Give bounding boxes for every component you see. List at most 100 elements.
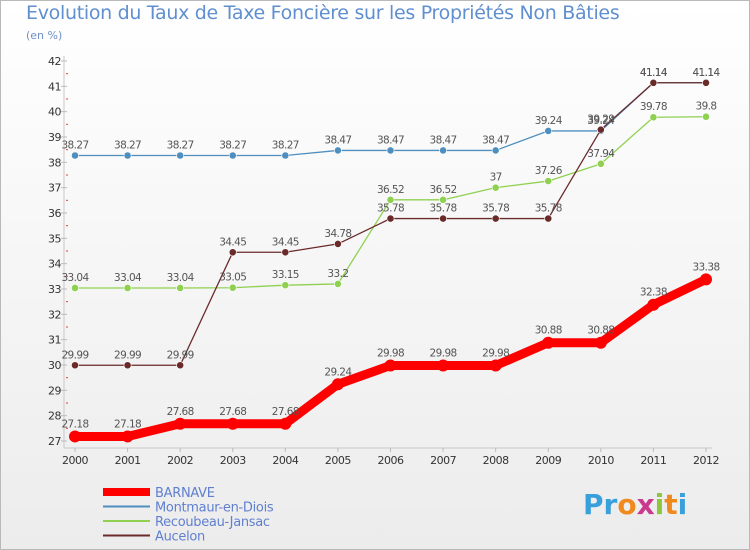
data-label: 30.88	[535, 325, 562, 337]
data-point	[544, 214, 553, 223]
data-point	[386, 146, 395, 155]
x-tick-label: 2005	[325, 454, 351, 467]
data-label: 29.99	[167, 349, 194, 361]
data-label: 35.78	[430, 203, 457, 215]
chart-title: Evolution du Taux de Taxe Foncière sur l…	[26, 2, 620, 24]
y-tick-label: 40	[48, 106, 61, 119]
data-label: 38.47	[377, 134, 404, 146]
data-label: 33.2	[327, 268, 348, 280]
data-point	[71, 361, 79, 370]
data-point	[386, 195, 395, 204]
y-tick-label: 28	[48, 410, 61, 423]
data-label: 33.04	[167, 272, 195, 284]
data-point	[71, 284, 79, 292]
data-label: 33.05	[219, 272, 246, 284]
data-point	[437, 359, 450, 372]
data-label: 36.52	[430, 184, 457, 196]
x-tick-label: 2012	[693, 454, 719, 467]
x-tick-label: 2010	[588, 454, 614, 467]
logo-letter: x	[636, 488, 655, 521]
y-tick-label: 37	[48, 182, 61, 195]
data-label: 33.15	[272, 269, 299, 281]
data-label: 30.88	[587, 325, 614, 337]
data-label: 29.24	[324, 366, 352, 378]
data-point	[384, 359, 397, 372]
data-label: 27.68	[272, 406, 299, 418]
y-tick-label: 30	[48, 359, 61, 372]
data-label: 38.27	[114, 139, 141, 151]
data-labels: 38.27 38.27 38.27 38.27 38.27 38.47 38.47 38.47…	[61, 67, 721, 431]
data-point	[123, 284, 132, 292]
data-label: 37.26	[535, 165, 563, 177]
data-point	[174, 417, 187, 430]
axes: 27 28 29 30 31 32 33 34 35 36 37 38 39 40 41 42 2000 2001…	[48, 55, 720, 467]
logo-letter: i	[654, 488, 665, 521]
data-point	[334, 146, 342, 155]
data-label: 38.27	[219, 139, 246, 151]
data-point	[121, 430, 134, 443]
data-label: 39.8	[696, 101, 717, 113]
data-point	[544, 127, 553, 135]
data-point	[228, 283, 237, 292]
data-label: 38.47	[324, 134, 351, 146]
data-point	[176, 151, 185, 160]
data-label: 33.04	[61, 272, 89, 284]
data-label: 41.14	[692, 67, 720, 79]
data-label: 38.47	[430, 134, 457, 146]
data-point	[542, 336, 555, 349]
data-label: 39.29	[587, 114, 614, 126]
y-tick-label: 32	[48, 308, 61, 321]
data-point	[489, 359, 502, 372]
data-label: 34.45	[272, 236, 299, 248]
x-tick-label: 2009	[535, 454, 561, 467]
data-label: 35.78	[377, 203, 404, 215]
data-label: 39.24	[535, 115, 563, 127]
y-tick-label: 31	[48, 334, 61, 347]
data-label: 34.45	[219, 236, 246, 248]
data-label: 29.98	[430, 348, 457, 360]
data-label: 38.47	[482, 134, 509, 146]
x-tick-label: 2003	[220, 454, 246, 467]
x-tick-label: 2006	[378, 454, 404, 467]
data-point	[228, 248, 237, 257]
x-tick-label: 2007	[430, 454, 456, 467]
data-label: 41.14	[640, 67, 668, 79]
data-point	[331, 378, 344, 391]
data-point	[69, 430, 81, 443]
logo-letter: i	[677, 488, 688, 521]
chart-subtitle: (en %)	[26, 29, 63, 42]
data-label: 37	[490, 172, 502, 184]
logo-letter: o	[617, 488, 637, 521]
data-label: 29.98	[377, 348, 404, 360]
data-point	[439, 146, 447, 155]
data-point	[649, 113, 658, 122]
y-tick-label: 38	[48, 156, 61, 169]
x-tick-label: 2004	[272, 454, 298, 467]
logo-letter: t	[664, 488, 678, 521]
y-tick-label: 36	[48, 207, 61, 220]
data-label: 39.78	[640, 101, 667, 113]
x-tick-label: 2008	[483, 454, 509, 467]
data-point	[281, 248, 290, 257]
y-tick-label: 33	[48, 283, 61, 296]
data-point	[544, 177, 553, 185]
data-point	[386, 214, 395, 223]
data-point	[596, 125, 605, 134]
series-layer	[69, 78, 712, 443]
x-tick-label: 2000	[62, 454, 88, 467]
data-label: 41.14	[640, 67, 668, 79]
data-point	[123, 151, 132, 160]
data-label: 29.99	[61, 349, 88, 361]
data-label: 38.27	[272, 139, 299, 151]
data-point	[439, 195, 447, 204]
data-label: 38.27	[167, 139, 194, 151]
data-point	[71, 151, 79, 160]
data-label: 34.78	[324, 228, 351, 240]
y-tick-label: 29	[48, 384, 61, 397]
data-point	[439, 214, 447, 223]
data-point	[279, 417, 292, 430]
data-point	[281, 281, 290, 290]
legend-label: BARNAVE	[155, 486, 215, 501]
data-point	[702, 78, 710, 87]
